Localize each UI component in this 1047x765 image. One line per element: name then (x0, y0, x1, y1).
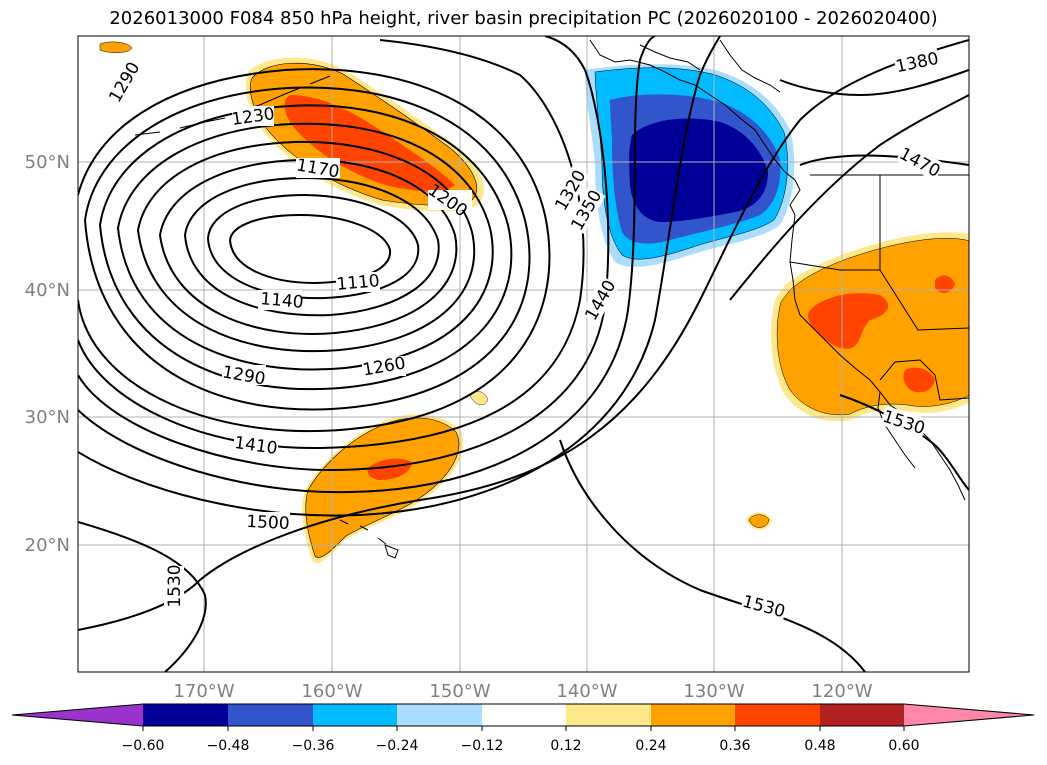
precip-anomaly-negative-nw (585, 64, 795, 267)
precip-anomaly-sw-us (771, 232, 969, 422)
colorbar-extend-low (12, 704, 143, 726)
colorbar-tick: −0.12 (461, 738, 504, 754)
plot-frame (77, 35, 970, 673)
lon-label-140w: 140°W (556, 681, 617, 702)
colorbar-segment (651, 704, 735, 726)
longitude-labels: 170°W 160°W 150°W 140°W 130°W 120°W (173, 681, 872, 702)
precip-anomaly-small-nw (99, 41, 133, 53)
chart-title: 2026013000 F084 850 hPa height, river ba… (109, 8, 938, 29)
contour-label: 1530 (165, 564, 185, 607)
lon-label-170w: 170°W (173, 681, 234, 702)
lon-label-150w: 150°W (429, 681, 490, 702)
height-contours (78, 36, 969, 672)
colorbar-tick: 0.60 (888, 738, 919, 754)
colorbar-tick: 0.12 (550, 738, 581, 754)
lat-label-40: 40°N (25, 280, 70, 301)
colorbar-segment (482, 704, 566, 726)
colorbar-tick: −0.24 (376, 738, 419, 754)
lat-label-20: 20°N (25, 535, 70, 556)
lat-label-50: 50°N (25, 152, 70, 173)
contour-label: 1500 (246, 512, 290, 534)
colorbar-tick: −0.48 (207, 738, 250, 754)
colorbar-segment (735, 704, 820, 726)
contour-label: 1110 (336, 271, 381, 295)
colorbar-segment (143, 704, 228, 726)
coastlines (134, 39, 969, 559)
colorbar-tick: 0.48 (804, 738, 835, 754)
lon-label-120w: 120°W (811, 681, 872, 702)
lon-label-160w: 160°W (301, 681, 362, 702)
contour-label: 1140 (259, 289, 304, 313)
colorbar-extend-high (904, 704, 1034, 726)
colorbar-tick: 0.24 (635, 738, 666, 754)
colorbar-tick: −0.60 (122, 738, 165, 754)
colorbar-segment (228, 704, 313, 726)
colorbar-segment (820, 704, 904, 726)
colorbar-segment (397, 704, 482, 726)
gridlines (78, 36, 969, 672)
contour-labels: 1290 1230 1170 1200 1110 1140 1290 1260 … (105, 47, 945, 622)
latitude-labels: 20°N 30°N 40°N 50°N (25, 152, 70, 556)
colorbar-segment (566, 704, 651, 726)
colorbar: −0.60 −0.48 −0.36 −0.24 −0.12 0.12 0.24 … (11, 703, 1035, 754)
colorbar-segment (313, 704, 397, 726)
lon-label-130w: 130°W (683, 681, 744, 702)
colorbar-tick: −0.36 (292, 738, 335, 754)
colorbar-tick: 0.36 (719, 738, 750, 754)
lat-label-30: 30°N (25, 407, 70, 428)
